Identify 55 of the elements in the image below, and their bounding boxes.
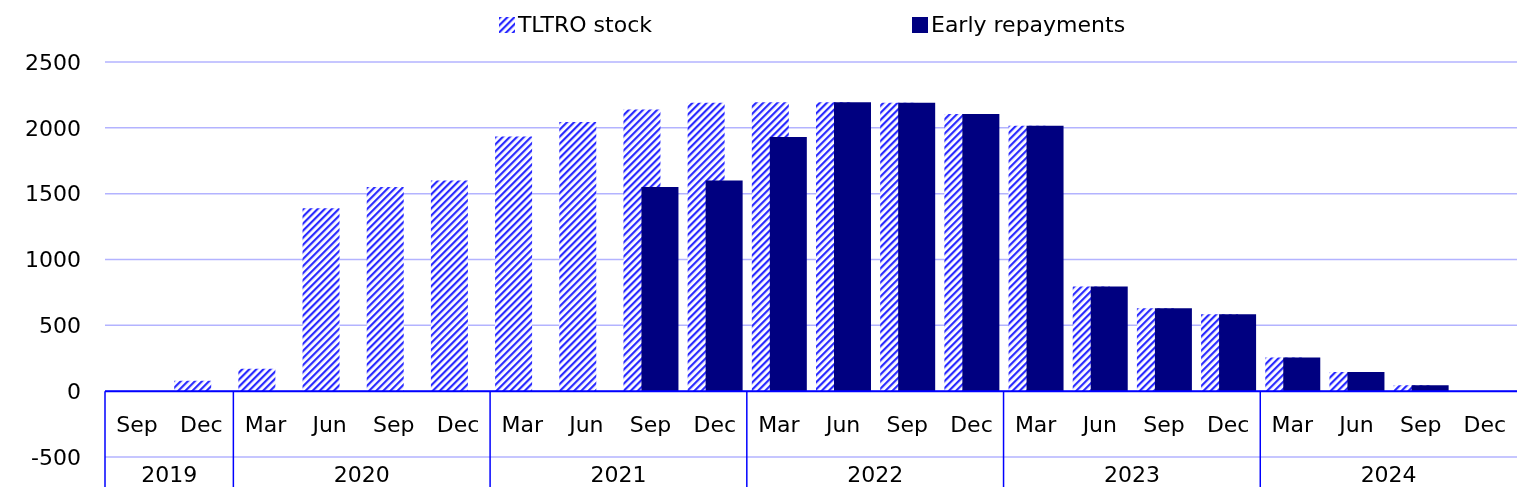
x-tick-label: Sep: [116, 411, 158, 437]
bar: [1283, 357, 1321, 392]
bar: [495, 136, 533, 392]
bar: [962, 114, 1000, 392]
x-tick-label: Mar: [758, 411, 801, 437]
text: 2024: [1360, 461, 1417, 487]
bar: [302, 208, 340, 392]
y-tick-label: 0: [67, 378, 81, 404]
text: 2019: [141, 461, 198, 487]
x-tick-label: Dec: [436, 411, 480, 437]
x-tick-label: Dec: [693, 411, 737, 437]
bar: [1347, 372, 1385, 392]
bar: [769, 137, 807, 392]
x-tick-label: Mar: [501, 411, 544, 437]
bar: [705, 180, 743, 392]
bar: [898, 102, 936, 392]
x-tick-label: Jun: [1080, 411, 1118, 437]
x-tick-label: Jun: [310, 411, 347, 437]
bar: [366, 187, 404, 392]
bar: [1090, 286, 1128, 392]
legend-label: TLTRO stock: [517, 12, 652, 37]
bar: [1026, 125, 1064, 392]
legend-label: Early repayments: [930, 12, 1126, 37]
x-tick-label: Dec: [950, 411, 993, 437]
x-tick-label: Dec: [179, 411, 223, 437]
text: 2021: [590, 461, 647, 487]
y-tick-label: -500: [31, 444, 81, 470]
y-tick-label: 2000: [25, 115, 81, 141]
bar: [1219, 314, 1257, 392]
x-tick-label: Mar: [1014, 411, 1058, 437]
x-tick-label: Sep: [1399, 411, 1442, 437]
x-tick-label: Jun: [823, 411, 861, 437]
bar: [641, 187, 679, 392]
y-tick-label: 2500: [25, 49, 81, 75]
x-tick-label: Dec: [1206, 411, 1250, 437]
y-tick-label: 1000: [25, 247, 81, 273]
x-tick-label: Dec: [1463, 411, 1507, 437]
x-tick-label: Mar: [1271, 411, 1315, 437]
bar: [430, 180, 468, 392]
x-tick-label: Sep: [373, 411, 415, 437]
bar: [834, 102, 871, 392]
text: 2020: [333, 461, 390, 487]
bar: [1154, 308, 1192, 392]
x-tick-label: Mar: [244, 411, 288, 437]
x-tick-label: Jun: [1337, 411, 1374, 437]
y-tick-label: 500: [39, 313, 81, 339]
x-tick-label: Sep: [886, 411, 929, 437]
x-tick-label: Sep: [1143, 411, 1185, 437]
text: 2023: [1103, 461, 1160, 487]
x-tick-label: Sep: [629, 411, 672, 437]
y-tick-label: 1500: [25, 181, 81, 207]
x-tick-label: Jun: [567, 411, 604, 437]
bar: [238, 368, 276, 392]
text: 2022: [847, 461, 904, 487]
bar: [559, 121, 597, 392]
